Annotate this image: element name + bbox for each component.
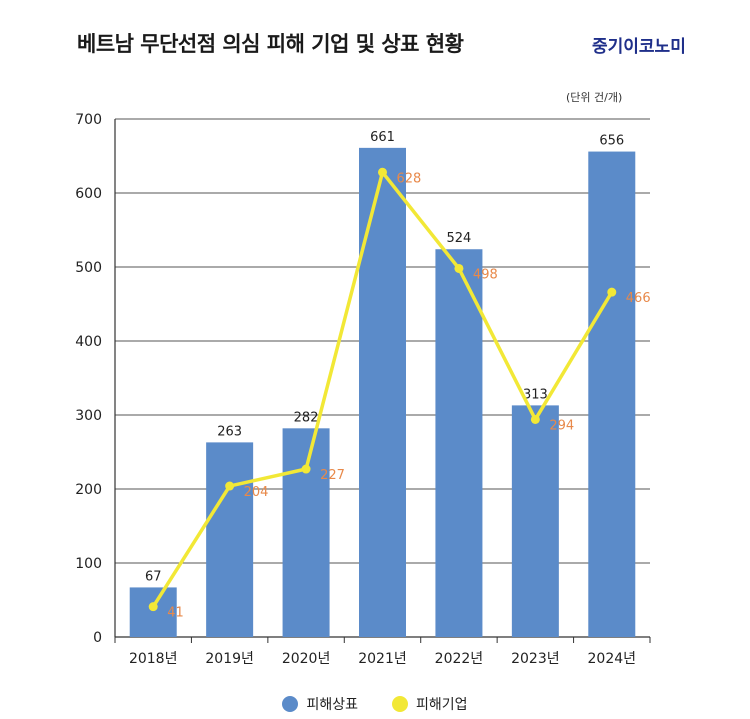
x-tick-label: 2021년	[358, 651, 407, 667]
legend: 피해상표 피해기업	[0, 694, 750, 714]
y-tick-label: 700	[75, 112, 102, 128]
x-tick-label: 2020년	[282, 651, 331, 667]
line-point	[454, 263, 464, 273]
bar	[206, 442, 254, 637]
x-tick-label: 2019년	[205, 651, 254, 667]
bar-value-label: 524	[447, 231, 472, 246]
y-tick-label: 500	[75, 260, 102, 276]
legend-item-line: 피해기업	[392, 694, 468, 714]
y-tick-label: 100	[75, 556, 102, 572]
line-value-label: 466	[626, 291, 651, 306]
y-tick-label: 300	[75, 408, 102, 424]
line-point	[530, 414, 540, 424]
unit-label: (단위 건/개)	[566, 91, 623, 104]
bar	[359, 147, 406, 638]
bar-value-label: 313	[523, 387, 548, 402]
bar	[282, 428, 330, 637]
bar-value-label: 282	[294, 410, 319, 425]
y-tick-label: 0	[93, 630, 102, 646]
chart-plot: 0 100 200 300 400 500 600 700 67 263 282 661 524 313 6…	[75, 112, 651, 667]
line-value-label: 294	[549, 418, 574, 433]
x-tick-label: 2024년	[588, 651, 637, 667]
x-tick-label: 2023년	[511, 651, 560, 667]
line-point	[148, 602, 158, 612]
line-value-label: 498	[473, 267, 498, 282]
line-value-label: 41	[167, 606, 184, 621]
line-value-label: 227	[320, 468, 345, 483]
line-point	[301, 464, 311, 474]
bar-value-label: 67	[145, 569, 162, 584]
x-tick-label: 2022년	[435, 651, 484, 667]
bar-value-label: 661	[370, 130, 395, 145]
bar	[435, 249, 483, 638]
x-tick-label: 2018년	[129, 651, 178, 667]
legend-label-line: 피해기업	[416, 697, 468, 713]
line-value-label: 628	[397, 171, 422, 186]
legend-swatch-line	[392, 696, 408, 712]
bar-value-label: 656	[599, 134, 624, 149]
line-point	[607, 287, 617, 297]
brand-logo: 중기이코노미	[592, 37, 686, 57]
bar	[511, 405, 559, 637]
legend-item-bar: 피해상표	[282, 694, 358, 714]
line-point	[225, 481, 235, 491]
legend-label-bar: 피해상표	[306, 697, 358, 713]
chart-title: 베트남 무단선점 의심 피해 기업 및 상표 현황	[77, 32, 464, 56]
legend-swatch-bar	[282, 696, 299, 712]
line-value-label: 204	[244, 485, 269, 500]
bar-value-label: 263	[217, 424, 242, 439]
bar	[588, 151, 636, 637]
y-tick-label: 400	[75, 334, 102, 350]
y-tick-label: 600	[75, 186, 102, 202]
y-tick-label: 200	[75, 482, 102, 498]
bar	[129, 587, 177, 637]
line-point	[378, 167, 387, 177]
